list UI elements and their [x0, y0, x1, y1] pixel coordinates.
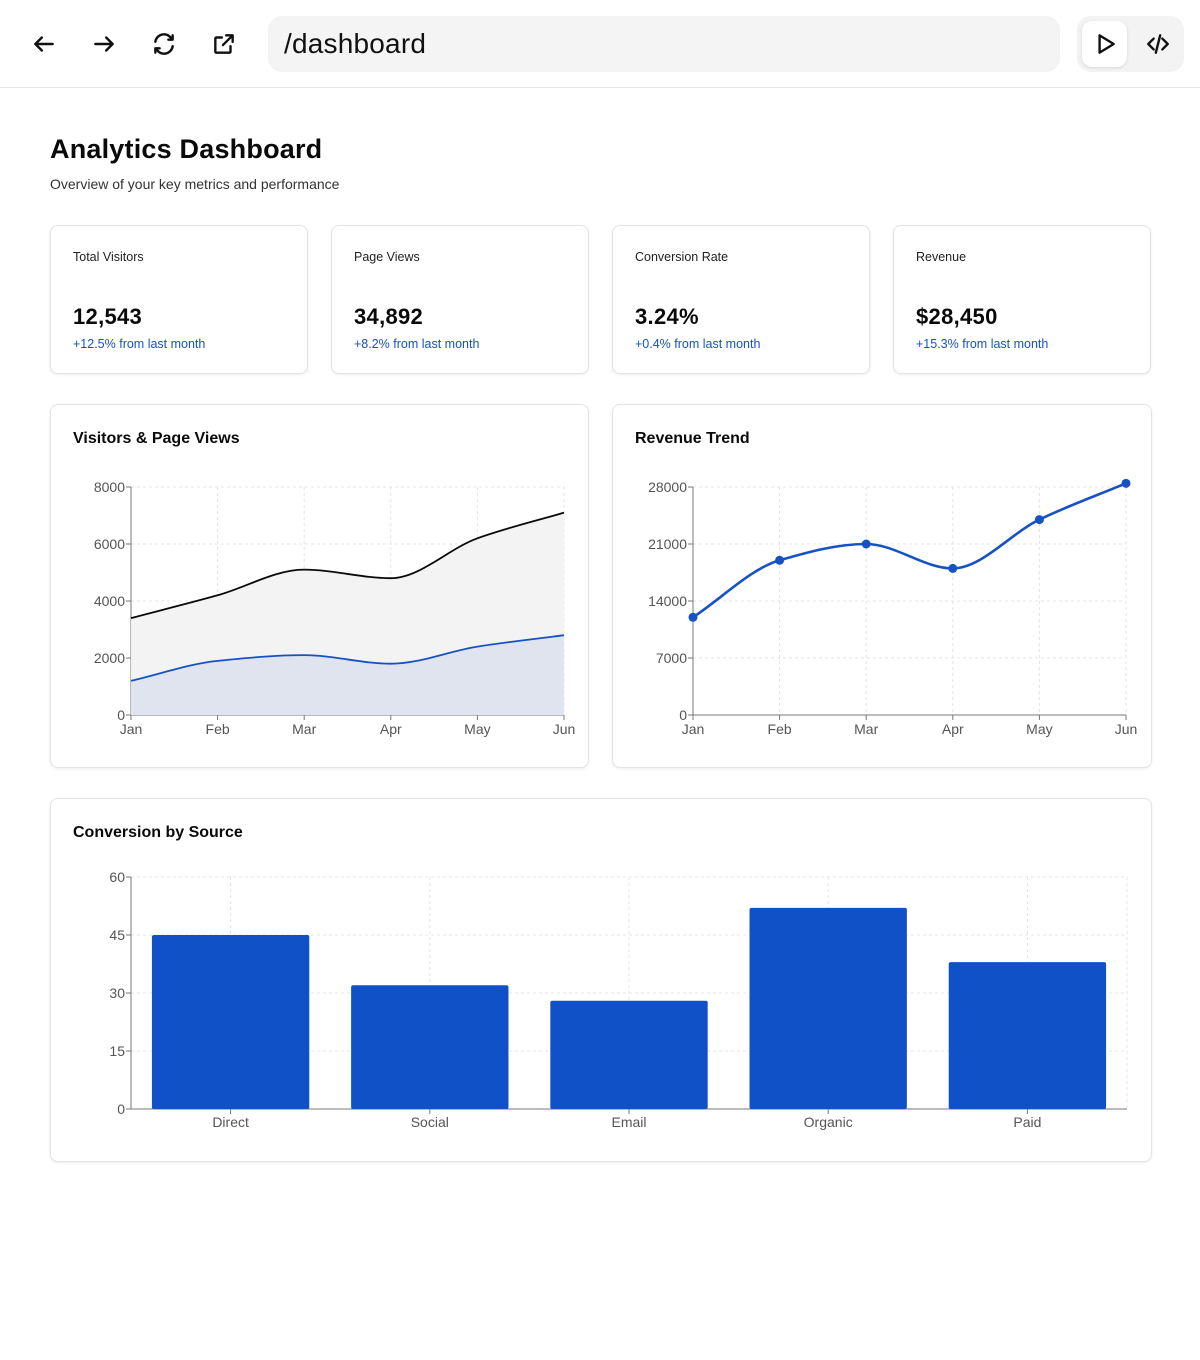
revenue-point — [1121, 478, 1131, 488]
revenue-point — [1034, 515, 1044, 525]
refresh-icon — [154, 33, 174, 55]
right-tools — [1077, 16, 1184, 72]
url-input[interactable]: /dashboard — [268, 16, 1060, 72]
stat-card-page-views: Page Views 34,892 +8.2% from last month — [331, 225, 589, 374]
x-tick-label: Jun — [1115, 721, 1138, 737]
y-tick-label: 14000 — [648, 593, 687, 609]
x-tick-label: Paid — [1013, 1114, 1041, 1130]
page-views-line — [130, 511, 565, 619]
back-button[interactable] — [24, 24, 64, 64]
visitors-area — [131, 635, 564, 715]
external-link-icon — [214, 34, 234, 54]
chart-title: Visitors & Page Views — [73, 430, 240, 447]
revenue-trend-card: Revenue Trend 0 7000 14000 21000 28000 Jan Feb… — [612, 404, 1152, 768]
x-tick-label: Feb — [206, 721, 230, 737]
y-tick-label: 6000 — [94, 536, 125, 552]
code-button[interactable] — [1135, 21, 1180, 67]
stat-card-conversion-rate: Conversion Rate 3.24% +0.4% from last mo… — [612, 225, 870, 374]
code-icon — [1146, 34, 1169, 54]
bar-organic — [749, 907, 907, 1109]
x-tick-label: Apr — [380, 721, 402, 737]
stat-card-revenue: Revenue $28,450 +15.3% from last month — [893, 225, 1151, 374]
play-icon — [1097, 34, 1115, 54]
chart-title: Revenue Trend — [635, 430, 750, 447]
x-tick-label: Jan — [120, 721, 143, 737]
bar-email — [550, 1000, 708, 1109]
chart-title: Conversion by Source — [73, 824, 243, 841]
y-tick-label: 60 — [109, 869, 125, 885]
forward-button[interactable] — [84, 24, 124, 64]
stat-change: +8.2% from last month — [354, 337, 480, 351]
stat-card-total-visitors: Total Visitors 12,543 +12.5% from last m… — [50, 225, 308, 374]
stat-change: +15.3% from last month — [916, 337, 1049, 351]
bar-social — [351, 985, 509, 1109]
y-tick-label: 7000 — [656, 650, 687, 666]
y-tick-label: 15 — [109, 1043, 125, 1059]
visitors-pageviews-chart: 0 2000 4000 6000 8000 Jan Feb Mar Apr May Jun — [94, 479, 576, 737]
y-tick-label: 30 — [109, 985, 125, 1001]
page-title: Analytics Dashboard — [50, 134, 323, 164]
y-tick-label: 0 — [117, 707, 125, 723]
x-tick-label: Mar — [292, 721, 316, 737]
stat-label: Revenue — [916, 250, 967, 264]
stat-value: 3.24% — [635, 304, 699, 329]
arrow-right-icon — [94, 36, 114, 52]
stat-label: Total Visitors — [73, 250, 144, 264]
open-external-button[interactable] — [204, 24, 244, 64]
stat-value: $28,450 — [916, 304, 998, 329]
bar-paid — [948, 962, 1107, 1109]
revenue-line — [692, 482, 1127, 619]
y-tick-label: 2000 — [94, 650, 125, 666]
x-tick-label: Email — [611, 1114, 646, 1130]
x-tick-label: Jan — [682, 721, 705, 737]
revenue-point — [948, 563, 958, 573]
stat-label: Conversion Rate — [635, 250, 729, 264]
x-tick-label: Direct — [212, 1114, 249, 1130]
conversion-by-source-card: Conversion by Source 0 15 30 45 60 Direct Soci… — [50, 798, 1152, 1162]
visitors-pageviews-card: Visitors & Page Views 0 2000 4000 6000 8000 J… — [50, 404, 589, 768]
revenue-point — [688, 612, 698, 622]
conversion-by-source-chart: 0 15 30 45 60 Direct Social Email Organic Paid — [109, 869, 1128, 1130]
revenue-point — [861, 539, 871, 549]
stat-value: 34,892 — [354, 304, 424, 329]
run-button[interactable] — [1082, 21, 1127, 67]
y-tick-label: 21000 — [648, 536, 687, 552]
stat-label: Page Views — [354, 250, 420, 264]
arrow-left-icon — [34, 36, 54, 52]
y-tick-label: 8000 — [94, 479, 125, 495]
y-tick-label: 0 — [117, 1101, 125, 1117]
x-tick-label: Jun — [553, 721, 576, 737]
x-tick-label: May — [464, 721, 490, 737]
revenue-trend-chart: 0 7000 14000 21000 28000 Jan Feb Mar Apr May Jun — [648, 478, 1138, 737]
y-tick-label: 0 — [679, 707, 687, 723]
stat-change: +12.5% from last month — [73, 337, 206, 351]
y-tick-label: 45 — [109, 927, 125, 943]
bar-direct — [151, 935, 310, 1109]
x-tick-label: Mar — [854, 721, 878, 737]
stat-change: +0.4% from last month — [635, 337, 761, 351]
y-tick-label: 28000 — [648, 479, 687, 495]
browser-toolbar: /dashboard — [0, 0, 1200, 88]
x-tick-label: Organic — [804, 1114, 853, 1130]
x-tick-label: Apr — [942, 721, 964, 737]
x-tick-label: May — [1026, 721, 1052, 737]
x-tick-label: Social — [411, 1114, 449, 1130]
visitors-line — [130, 634, 565, 682]
y-tick-label: 4000 — [94, 593, 125, 609]
refresh-button[interactable] — [144, 24, 184, 64]
x-tick-label: Feb — [768, 721, 792, 737]
page-subtitle: Overview of your key metrics and perform… — [50, 176, 340, 192]
stat-value: 12,543 — [73, 304, 143, 329]
revenue-point — [775, 555, 785, 565]
